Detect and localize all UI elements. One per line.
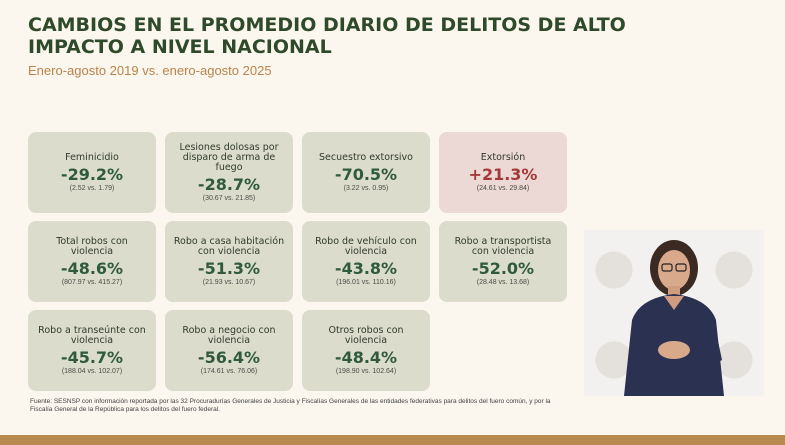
sign-language-interpreter-video (584, 230, 764, 396)
stat-card-robo-casa: Robo a casa habitación con violencia -51… (165, 221, 293, 302)
stat-detail: (196.01 vs. 110.16) (336, 279, 396, 286)
stat-detail: (2.52 vs. 1.79) (69, 185, 115, 192)
stat-label: Robo a transeúnte con violencia (38, 325, 146, 346)
stat-card-robo-transeunte: Robo a transeúnte con violencia -45.7% (… (28, 310, 156, 391)
stat-card-secuestro-extorsivo: Secuestro extorsivo -70.5% (3.22 vs. 0.9… (302, 132, 430, 213)
stat-card-robo-transportista: Robo a transportista con violencia -52.0… (439, 221, 567, 302)
bottom-accent-bar (0, 435, 785, 445)
stat-detail: (3.22 vs. 0.95) (343, 185, 389, 192)
stat-detail: (198.90 vs. 102.64) (335, 368, 397, 375)
stat-percent: -29.2% (60, 165, 124, 184)
source-footnote: Fuente: SESNSP con información reportada… (30, 398, 551, 413)
stat-label: Total robos con violencia (56, 236, 128, 257)
stat-detail: (188.04 vs. 102.07) (61, 368, 123, 375)
stat-label: Feminicidio (65, 152, 119, 163)
stat-percent: -43.8% (334, 259, 398, 278)
stat-card-feminicidio: Feminicidio -29.2% (2.52 vs. 1.79) (28, 132, 156, 213)
stat-card-total-robos: Total robos con violencia -48.6% (807.97… (28, 221, 156, 302)
stat-label: Robo a casa habitación con violencia (173, 236, 285, 257)
stat-percent: -48.6% (60, 259, 124, 278)
stat-percent: -48.4% (334, 348, 398, 367)
stat-percent: -70.5% (334, 165, 398, 184)
stat-detail: (21.93 vs. 10.67) (202, 279, 256, 286)
stat-percent: -45.7% (60, 348, 124, 367)
stat-percent: -51.3% (197, 259, 261, 278)
stat-percent: -56.4% (197, 348, 261, 367)
stat-label: Otros robos con violencia (328, 325, 404, 346)
crime-stats-grid: Feminicidio -29.2% (2.52 vs. 1.79) Lesio… (28, 132, 567, 391)
stat-percent: +21.3% (468, 165, 538, 184)
stat-card-robo-vehiculo: Robo de vehículo con violencia -43.8% (1… (302, 221, 430, 302)
stat-label: Robo a transportista con violencia (454, 236, 552, 257)
stat-card-robo-negocio: Robo a negocio con violencia -56.4% (174… (165, 310, 293, 391)
stat-card-otros-robos: Otros robos con violencia -48.4% (198.90… (302, 310, 430, 391)
stat-label: Lesiones dolosas por disparo de arma de … (179, 142, 279, 173)
stat-card-lesiones-dolosas: Lesiones dolosas por disparo de arma de … (165, 132, 293, 213)
stat-label: Robo de vehículo con violencia (315, 236, 417, 257)
stat-detail: (174.61 vs. 76.06) (200, 368, 258, 375)
page-subtitle: Enero-agosto 2019 vs. enero-agosto 2025 (28, 63, 272, 78)
stat-detail: (28.48 vs. 13.68) (476, 279, 530, 286)
stat-label: Robo a negocio con violencia (182, 325, 276, 346)
stat-label: Extorsión (480, 152, 526, 163)
stat-detail: (24.61 vs. 29.84) (476, 185, 530, 192)
stat-label: Secuestro extorsivo (319, 152, 413, 163)
stat-percent: -28.7% (197, 175, 261, 194)
interpreter-figure-icon (624, 240, 724, 396)
stat-percent: -52.0% (471, 259, 535, 278)
stat-detail: (30.67 vs. 21.85) (202, 195, 256, 202)
stat-detail: (807.97 vs. 415.27) (61, 279, 123, 286)
page-title: CAMBIOS EN EL PROMEDIO DIARIO DE DELITOS… (28, 14, 626, 58)
stat-card-extorsion: Extorsión +21.3% (24.61 vs. 29.84) (439, 132, 567, 213)
